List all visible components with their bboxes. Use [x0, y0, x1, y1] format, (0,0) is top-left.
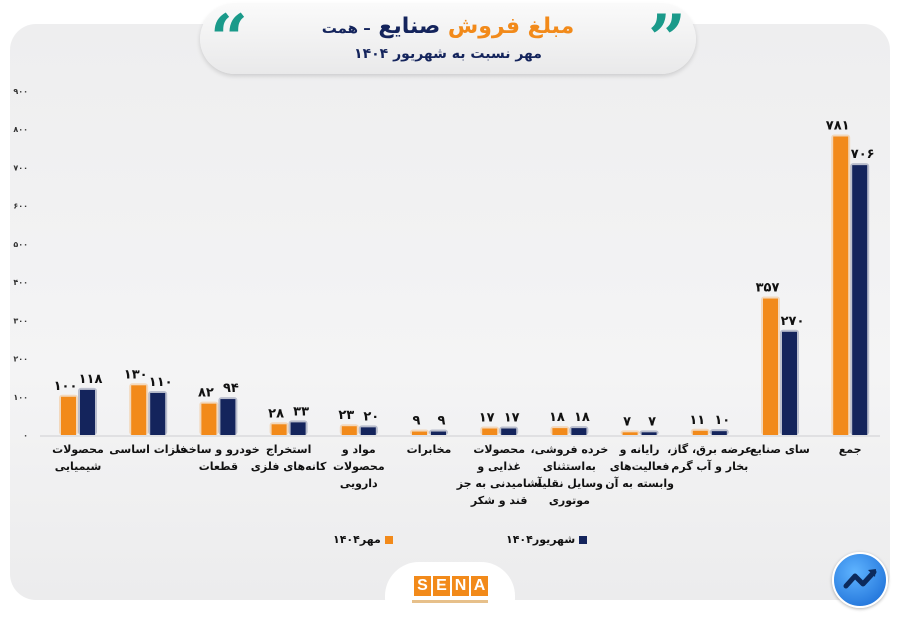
data-label: ۱۱۰: [149, 375, 173, 390]
sena-logo: S E N A: [414, 576, 488, 596]
data-label: ۷: [623, 414, 631, 429]
data-label: ۳۵۷: [756, 281, 780, 296]
chart-trend-arrow-icon: [832, 552, 888, 608]
legend-swatch-navy: [579, 535, 588, 544]
bar-shahrivar: [431, 431, 446, 435]
bar-mehr: [482, 428, 498, 435]
data-label: ۱۱۸: [79, 372, 103, 387]
data-label: ۱۰: [714, 413, 730, 428]
x-category-label: محصولات غذایی و آشامیدنی به جز قند و شکر: [456, 443, 542, 507]
bar-shahrivar: [80, 389, 95, 435]
y-tick-label: ۸۰۰: [13, 125, 28, 134]
bar-shahrivar: [571, 428, 587, 435]
data-label: ۱۱: [689, 413, 705, 428]
y-tick-label: ۵۰۰: [13, 240, 28, 249]
x-category-label: محصولات شیمیایی: [52, 443, 104, 473]
bar-mehr: [412, 431, 427, 435]
sena-logo-subtitle: [412, 600, 488, 603]
legend-swatch-orange: [384, 535, 393, 544]
y-tick-label: ۹۰۰: [13, 87, 28, 96]
bar-mehr: [271, 424, 287, 435]
bar-mehr: [341, 426, 357, 435]
bar-shahrivar: [501, 428, 517, 435]
bar-mehr: [692, 430, 708, 435]
data-label: ۱۳۰: [124, 367, 148, 382]
title-banner: “ ” مبلغ فروش صنایع – همت مهر نسبت به شه…: [200, 4, 696, 74]
data-label: ۱۸: [549, 410, 565, 425]
bar-mehr: [131, 385, 147, 435]
bar-mehr: [833, 136, 849, 436]
bar-shahrivar: [360, 427, 376, 435]
data-label: ۷۰۶: [851, 147, 875, 162]
bar-shahrivar: [290, 422, 306, 435]
y-tick-label: ۰: [23, 431, 28, 440]
data-label: ۲۳: [338, 408, 354, 423]
bar-shahrivar: [220, 399, 236, 435]
open-quote-icon: “: [210, 0, 248, 78]
chart-title: مبلغ فروش صنایع – همت: [321, 14, 575, 39]
x-category-label: مخابرات: [406, 443, 452, 456]
data-label: ۹: [438, 414, 446, 429]
data-label: ۲۷۰: [781, 314, 805, 329]
x-category-label: جمع: [838, 443, 862, 456]
bar-shahrivar: [711, 431, 727, 435]
x-category-label: استخراج کانه‌های فلزی: [250, 443, 327, 473]
x-category-label: فلزات اساسی: [109, 443, 188, 456]
y-tick-label: ۷۰۰: [13, 163, 28, 172]
data-label: ۷۸۱: [826, 118, 850, 133]
data-label: ۱۸: [574, 410, 590, 425]
bar-mehr: [201, 403, 217, 435]
data-label: ۲۰: [363, 409, 379, 424]
y-tick-label: ۲۰۰: [13, 355, 28, 364]
y-tick-label: ۳۰۰: [13, 316, 28, 325]
y-tick-label: ۱۰۰: [13, 393, 28, 402]
logo-backdrop: [385, 562, 515, 632]
x-category-label: خودرو و ساخت قطعات: [177, 443, 260, 473]
bar-shahrivar: [852, 165, 868, 435]
data-label: ۱۰۰: [54, 379, 78, 394]
x-category-label: عرضه برق، گاز، بخار و آب گرم: [667, 443, 753, 473]
bar-mehr: [61, 396, 76, 435]
bar-mehr: [763, 298, 778, 435]
bar-mehr: [552, 428, 568, 435]
bar-shahrivar: [641, 432, 657, 435]
close-quote-icon: ”: [648, 0, 686, 78]
y-tick-label: ۶۰۰: [13, 202, 28, 211]
x-category-label: خرده فروشی، به‌استثنای وسایل نقلیه موتور…: [530, 443, 609, 507]
data-label: ۱۷: [479, 411, 495, 426]
data-label: ۸۲: [198, 386, 214, 401]
x-category-label: مواد و محصولات دارویی: [332, 443, 385, 490]
data-label: ۳۳: [293, 404, 309, 419]
x-category-label: رایانه و فعالیت‌های وابسته به آن: [605, 443, 674, 490]
chart-subtitle: مهر نسبت به شهریور ۱۴۰۴: [354, 46, 542, 62]
data-label: ۲۸: [268, 406, 284, 421]
chart-panel: [10, 24, 890, 600]
bar-mehr: [622, 432, 638, 435]
data-label: ۱۷: [504, 411, 520, 426]
legend-item-mehr: مهر۱۴۰۴: [333, 533, 393, 546]
legend-item-shahrivar: شهریور۱۴۰۴: [506, 533, 588, 546]
x-category-label: سای صنایع: [750, 443, 810, 456]
data-label: ۹: [413, 414, 421, 429]
y-tick-label: ۴۰۰: [13, 278, 28, 287]
data-label: ۹۴: [223, 381, 239, 396]
bar-shahrivar: [782, 331, 797, 435]
data-label: ۷: [648, 414, 656, 429]
bar-shahrivar: [150, 392, 166, 435]
